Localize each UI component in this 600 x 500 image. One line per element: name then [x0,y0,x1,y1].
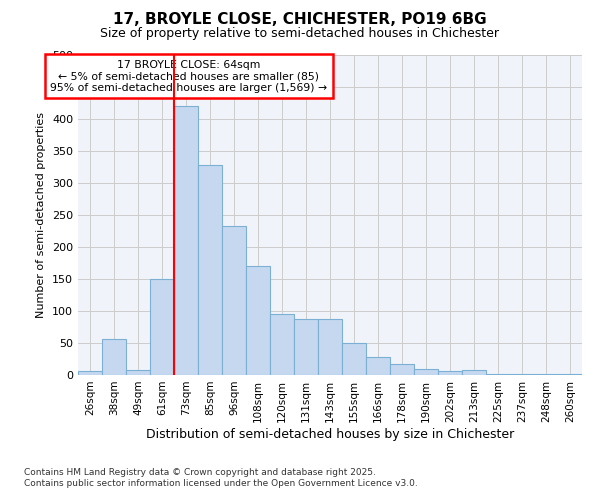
Bar [558,374,582,375]
Bar [198,165,222,375]
Bar [318,320,342,375]
Text: Contains HM Land Registry data © Crown copyright and database right 2025.
Contai: Contains HM Land Registry data © Crown c… [24,468,418,487]
Bar [222,226,246,375]
Bar [126,370,150,375]
Bar [102,339,126,375]
Bar [270,314,294,375]
Bar [438,371,462,375]
Bar [294,320,318,375]
Text: 17, BROYLE CLOSE, CHICHESTER, PO19 6BG: 17, BROYLE CLOSE, CHICHESTER, PO19 6BG [113,12,487,28]
Bar [78,371,102,375]
Bar [534,374,558,375]
Text: 17 BROYLE CLOSE: 64sqm
← 5% of semi-detached houses are smaller (85)
95% of semi: 17 BROYLE CLOSE: 64sqm ← 5% of semi-deta… [50,60,328,93]
Bar [486,374,510,375]
Bar [414,369,438,375]
Bar [390,364,414,375]
Bar [510,374,534,375]
X-axis label: Distribution of semi-detached houses by size in Chichester: Distribution of semi-detached houses by … [146,428,514,440]
Bar [366,357,390,375]
Bar [342,343,366,375]
Bar [462,370,486,375]
Text: Size of property relative to semi-detached houses in Chichester: Size of property relative to semi-detach… [101,28,499,40]
Bar [174,106,198,375]
Bar [246,266,270,375]
Bar [150,279,174,375]
Y-axis label: Number of semi-detached properties: Number of semi-detached properties [37,112,46,318]
